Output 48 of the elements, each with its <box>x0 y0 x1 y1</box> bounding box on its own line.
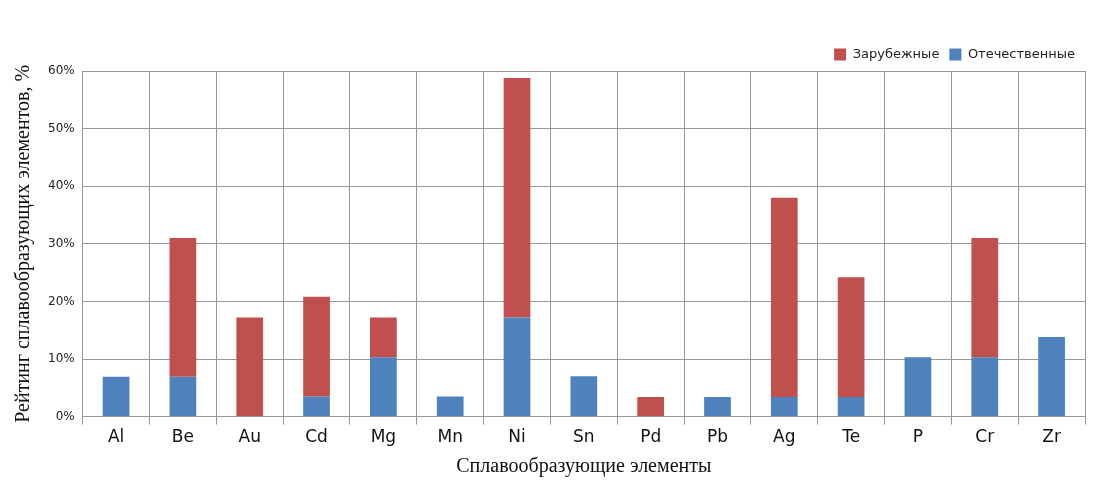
bar <box>102 376 130 417</box>
bar <box>971 238 999 358</box>
bar <box>1038 337 1065 417</box>
bar <box>503 77 531 318</box>
y-tick-label: 50% <box>48 120 75 135</box>
bar <box>236 317 264 417</box>
bar <box>370 317 397 358</box>
bar <box>370 357 397 417</box>
x-tick-label: P <box>912 426 924 447</box>
legend-label: Зарубежные <box>852 45 940 61</box>
bar <box>169 238 197 377</box>
x-axis-title: Сплавообразующие элементы <box>456 454 712 478</box>
bar <box>770 197 798 398</box>
bar <box>436 396 464 417</box>
x-tick-label: Be <box>171 426 194 447</box>
legend-label: Отечественные <box>967 45 1075 61</box>
y-tick-label: 60% <box>48 63 75 78</box>
x-tick-label: Cr <box>975 426 995 447</box>
y-tick-label: 30% <box>48 235 75 250</box>
x-tick-label: Zr <box>1042 426 1061 447</box>
x-tick-label: Ni <box>508 426 526 447</box>
x-tick-label: Pd <box>640 426 662 447</box>
y-tick-label: 40% <box>48 178 75 193</box>
y-tick-label: 0% <box>55 408 75 423</box>
x-tick-label: Cd <box>305 426 328 447</box>
bar <box>570 376 598 417</box>
y-axis-title: Рейтинг сплавообразующих элементов, % <box>11 64 35 423</box>
bar <box>837 397 865 417</box>
bar <box>971 357 999 417</box>
x-tick-label: Mn <box>437 426 463 447</box>
bar <box>704 397 731 417</box>
bar <box>837 277 865 398</box>
x-tick-label: Au <box>238 426 261 447</box>
bar <box>169 376 197 417</box>
bar <box>303 296 330 397</box>
x-tick-label: Al <box>107 426 125 447</box>
bar <box>503 317 531 417</box>
bar <box>770 397 798 417</box>
x-tick-label: Pb <box>706 426 728 447</box>
x-tick-label: Ag <box>773 426 796 447</box>
x-tick-label: Te <box>841 426 861 447</box>
bar <box>904 357 932 417</box>
x-tick-label: Mg <box>370 426 397 447</box>
x-tick-label: Sn <box>573 426 595 447</box>
y-tick-label: 20% <box>48 293 75 308</box>
bar <box>637 397 665 417</box>
bar <box>303 396 330 417</box>
y-tick-label: 10% <box>48 351 75 366</box>
